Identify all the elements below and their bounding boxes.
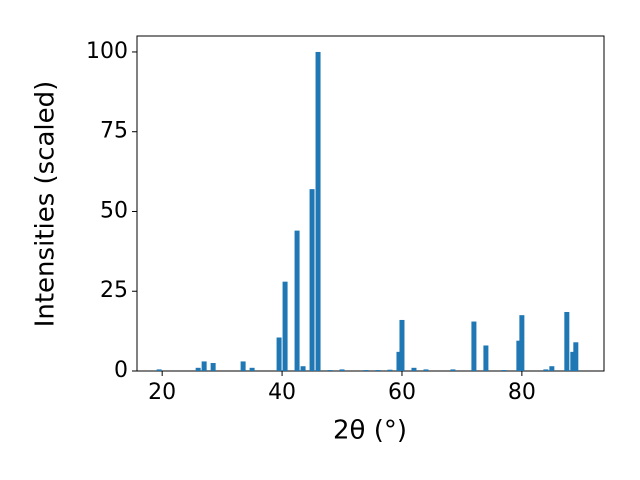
y-tick-label: 100 xyxy=(86,39,128,64)
bar xyxy=(471,321,477,371)
bar xyxy=(411,367,417,371)
x-tick-label: 80 xyxy=(508,380,536,405)
x-axis-label: 2θ (°) xyxy=(333,416,407,446)
bar xyxy=(450,369,456,371)
bar xyxy=(543,369,549,371)
bar xyxy=(483,345,489,371)
bar xyxy=(501,370,507,371)
y-tick-label: 75 xyxy=(100,119,128,144)
bar xyxy=(300,366,306,371)
x-tick-label: 20 xyxy=(148,380,176,405)
bar xyxy=(195,367,201,371)
bar xyxy=(315,51,321,371)
bar xyxy=(276,337,282,371)
x-tick-label: 60 xyxy=(388,380,416,405)
bar xyxy=(570,351,576,371)
bar xyxy=(387,369,393,371)
bar xyxy=(327,370,333,371)
y-tick-label: 0 xyxy=(114,358,128,383)
y-tick-label: 25 xyxy=(100,278,128,303)
bar xyxy=(210,363,216,371)
bar xyxy=(519,315,525,371)
bar xyxy=(201,361,207,371)
bar xyxy=(396,351,402,371)
bar xyxy=(516,340,522,371)
bar xyxy=(363,370,369,371)
bar xyxy=(573,342,579,371)
bar xyxy=(282,281,288,371)
bar xyxy=(375,370,381,371)
bar xyxy=(240,361,246,371)
bar xyxy=(399,319,405,371)
bar xyxy=(423,369,429,371)
bar xyxy=(564,311,570,371)
bar xyxy=(156,369,162,371)
bar xyxy=(249,367,255,371)
y-tick-label: 50 xyxy=(100,198,128,223)
bar xyxy=(309,189,315,371)
bar xyxy=(339,369,345,371)
bar xyxy=(294,230,300,371)
x-tick-label: 40 xyxy=(268,380,296,405)
y-axis-label: Intensities (scaled) xyxy=(31,81,61,328)
plot-frame xyxy=(136,35,605,372)
bar xyxy=(549,366,555,371)
